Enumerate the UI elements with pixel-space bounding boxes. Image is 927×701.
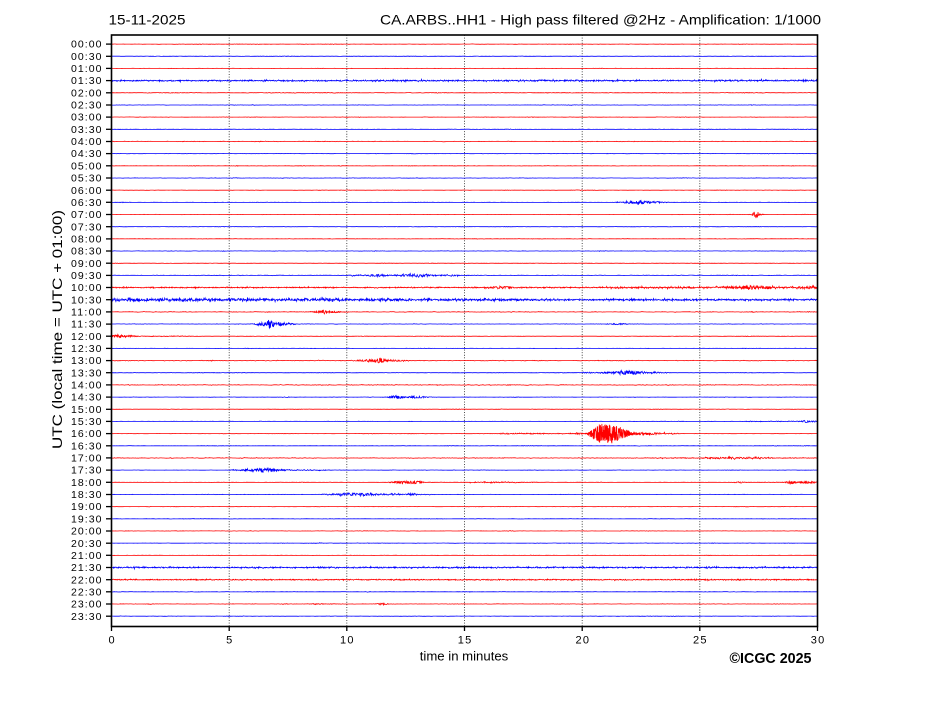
svg-text:05:00: 05:00 xyxy=(71,160,102,172)
svg-text:23:30: 23:30 xyxy=(71,611,102,623)
svg-text:18:00: 18:00 xyxy=(71,477,102,489)
svg-text:16:30: 16:30 xyxy=(71,440,102,452)
svg-text:09:30: 09:30 xyxy=(71,270,102,282)
svg-text:25: 25 xyxy=(693,635,707,647)
svg-text:06:30: 06:30 xyxy=(71,197,102,209)
svg-text:19:30: 19:30 xyxy=(71,513,102,525)
svg-text:01:00: 01:00 xyxy=(71,63,102,75)
svg-text:08:30: 08:30 xyxy=(71,246,102,258)
svg-text:03:30: 03:30 xyxy=(71,124,102,136)
svg-text:11:00: 11:00 xyxy=(71,307,102,319)
svg-text:14:30: 14:30 xyxy=(71,392,102,404)
svg-text:18:30: 18:30 xyxy=(71,489,102,501)
svg-text:20: 20 xyxy=(575,635,589,647)
svg-text:06:00: 06:00 xyxy=(71,185,102,197)
svg-text:07:30: 07:30 xyxy=(71,221,102,233)
svg-text:22:30: 22:30 xyxy=(71,586,102,598)
svg-text:08:00: 08:00 xyxy=(71,234,102,246)
svg-text:16:00: 16:00 xyxy=(71,428,102,440)
svg-text:23:00: 23:00 xyxy=(71,599,102,611)
svg-text:02:00: 02:00 xyxy=(71,87,102,99)
svg-text:15: 15 xyxy=(458,635,472,647)
svg-text:30: 30 xyxy=(811,635,825,647)
svg-text:22:00: 22:00 xyxy=(71,574,102,586)
svg-text:12:30: 12:30 xyxy=(71,343,102,355)
svg-text:11:30: 11:30 xyxy=(71,319,102,331)
svg-text:15-11-2025: 15-11-2025 xyxy=(109,11,186,27)
svg-text:5: 5 xyxy=(226,635,232,647)
svg-text:04:30: 04:30 xyxy=(71,148,102,160)
svg-text:15:00: 15:00 xyxy=(71,404,102,416)
svg-text:02:30: 02:30 xyxy=(71,100,102,112)
svg-text:15:30: 15:30 xyxy=(71,416,102,428)
svg-text:17:00: 17:00 xyxy=(71,453,102,465)
svg-text:00:00: 00:00 xyxy=(71,39,102,51)
svg-text:04:00: 04:00 xyxy=(71,136,102,148)
svg-text:00:30: 00:30 xyxy=(71,51,102,63)
svg-text:21:30: 21:30 xyxy=(71,562,102,574)
svg-text:10:00: 10:00 xyxy=(71,282,102,294)
svg-text:10: 10 xyxy=(340,635,354,647)
svg-text:20:00: 20:00 xyxy=(71,526,102,538)
svg-text:10:30: 10:30 xyxy=(71,294,102,306)
svg-text:14:00: 14:00 xyxy=(71,380,102,392)
svg-text:19:00: 19:00 xyxy=(71,501,102,513)
svg-text:UTC (local time = UTC + 01:00): UTC (local time = UTC + 01:00) xyxy=(49,210,65,449)
svg-text:12:00: 12:00 xyxy=(71,331,102,343)
svg-text:05:30: 05:30 xyxy=(71,173,102,185)
svg-text:20:30: 20:30 xyxy=(71,538,102,550)
svg-text:time in minutes: time in minutes xyxy=(420,649,509,664)
svg-text:©ICGC 2025: ©ICGC 2025 xyxy=(730,650,812,667)
svg-text:21:00: 21:00 xyxy=(71,550,102,562)
svg-text:13:00: 13:00 xyxy=(71,355,102,367)
svg-text:CA.ARBS..HH1 - High pass filte: CA.ARBS..HH1 - High pass filtered @2Hz -… xyxy=(380,11,821,27)
svg-text:17:30: 17:30 xyxy=(71,465,102,477)
svg-text:0: 0 xyxy=(108,635,114,647)
svg-text:09:00: 09:00 xyxy=(71,258,102,270)
svg-text:03:00: 03:00 xyxy=(71,112,102,124)
svg-text:07:00: 07:00 xyxy=(71,209,102,221)
svg-text:01:30: 01:30 xyxy=(71,75,102,87)
svg-text:13:30: 13:30 xyxy=(71,367,102,379)
